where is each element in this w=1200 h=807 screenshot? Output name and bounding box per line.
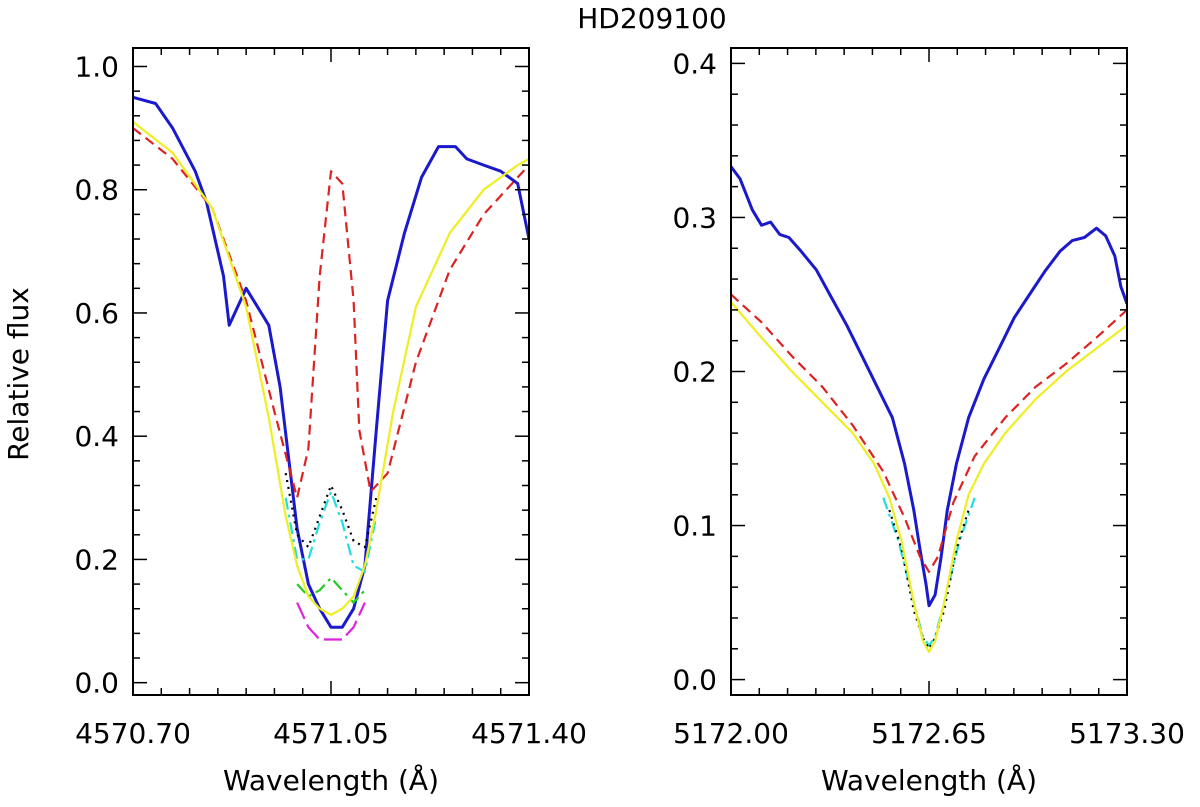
x-tick-label: 5173.30 (1069, 717, 1185, 750)
series-line-model-magenta (296, 602, 366, 641)
y-tick-label: 0.1 (672, 510, 717, 543)
x-tick-label: 4570.70 (75, 717, 191, 750)
y-tick-label: 0.0 (74, 667, 119, 700)
y-tick-label: 0.4 (672, 47, 717, 80)
y-tick-label: 0.3 (672, 201, 717, 234)
series-line-model-red (133, 127, 529, 499)
right-panel: 0.0 0.1 0.2 0.3 0.4 5172.00 5172.65 5173.30 (672, 47, 1185, 750)
x-tick-label: 5172.00 (673, 717, 789, 750)
x-tick-label: 5172.65 (871, 717, 987, 750)
y-axis-label-left: Relative flux (2, 287, 35, 461)
figure-title: HD209100 (577, 2, 727, 35)
y-tick-label: 0.6 (74, 297, 119, 330)
plot-frame (132, 47, 530, 696)
series-line-observed (731, 165, 1127, 608)
x-axis-label-left: Wavelength (Å) (223, 763, 439, 797)
x-tick-label: 4571.40 (471, 717, 587, 750)
x-tick-label: 4571.05 (273, 717, 389, 750)
y-tick-label: 0.8 (74, 174, 119, 207)
series-line-model-cyan (882, 497, 976, 647)
y-tick-label: 0.4 (74, 420, 119, 453)
y-tick-label: 1.0 (74, 50, 119, 83)
series-line-model-yellow (731, 301, 1127, 654)
series-line-model-black (888, 509, 970, 650)
series-line-model-green (296, 576, 366, 604)
series-line-observed (133, 95, 529, 629)
y-tick-label: 0.0 (672, 664, 717, 697)
y-tick-label: 0.2 (74, 543, 119, 576)
y-tick-label: 0.2 (672, 356, 717, 389)
series-line-model-cyan (284, 490, 378, 573)
series-line-model-yellow (133, 121, 529, 617)
series-line-model-red (731, 293, 1127, 573)
x-axis-label-right: Wavelength (Å) (821, 763, 1037, 797)
left-panel: 0.0 0.2 0.4 0.6 0.8 1.0 4570.70 4571.05 4571.40 (74, 47, 587, 750)
